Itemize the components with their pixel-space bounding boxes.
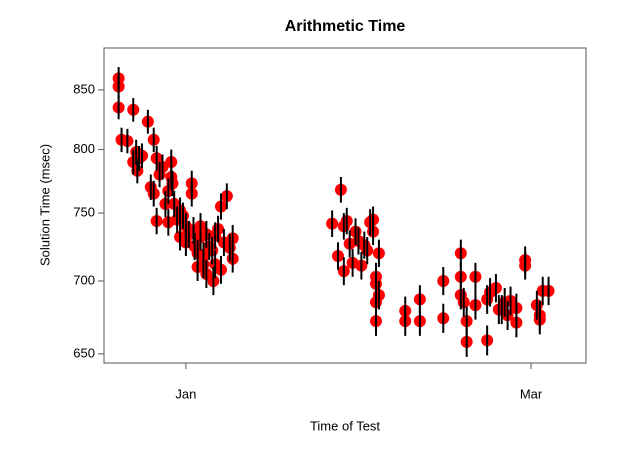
x-axis-label: Time of Test — [310, 418, 380, 433]
y-tick-label: 850 — [73, 81, 95, 96]
plot-frame — [103, 47, 587, 364]
y-tick-label: 650 — [73, 345, 95, 360]
y-tick-label: 800 — [73, 141, 95, 156]
y-tick-label: 750 — [73, 205, 95, 220]
y-tick-label: 700 — [73, 272, 95, 287]
x-tick-label: Mar — [520, 386, 543, 401]
y-axis-label: Solution Time (msec) — [37, 144, 52, 266]
chart-title: Arithmetic Time — [285, 18, 406, 35]
x-tick-label: Jan — [175, 386, 196, 401]
